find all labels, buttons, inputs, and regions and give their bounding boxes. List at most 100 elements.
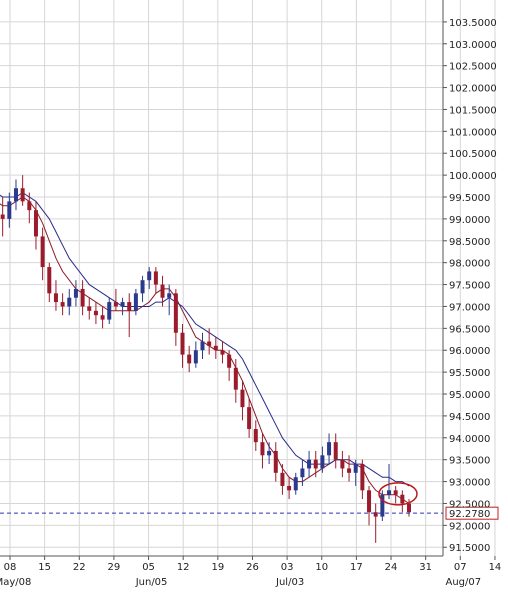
y-tick-label: 95.5000 bbox=[449, 368, 490, 379]
candle bbox=[113, 288, 118, 311]
candle bbox=[320, 446, 325, 473]
y-tick-label: 92.5000 bbox=[449, 499, 490, 510]
candle bbox=[287, 477, 292, 500]
candle-body bbox=[313, 459, 318, 469]
x-tick-label: 29 bbox=[108, 562, 121, 573]
y-tick-label: 94.0000 bbox=[449, 434, 490, 445]
y-tick-label: 101.5000 bbox=[449, 105, 497, 116]
y-tick-label: 101.0000 bbox=[449, 127, 497, 138]
candle-body bbox=[233, 367, 238, 390]
axes: 103.5000 103.0000 102.5000 102.0000 101.5000… bbox=[0, 0, 501, 588]
candle-body bbox=[280, 472, 285, 486]
candle-body bbox=[267, 450, 272, 456]
candle-body bbox=[360, 464, 365, 491]
candle bbox=[220, 341, 225, 364]
candle bbox=[187, 345, 192, 373]
y-tick-label: 96.5000 bbox=[449, 324, 490, 335]
candle-body bbox=[353, 464, 358, 473]
candle bbox=[147, 267, 152, 289]
candle-body bbox=[387, 490, 392, 495]
candle-body bbox=[333, 442, 338, 460]
candle-body bbox=[93, 310, 98, 316]
candle-body bbox=[340, 459, 345, 469]
moving-average-line bbox=[0, 192, 410, 487]
candle-body bbox=[153, 271, 158, 285]
candle bbox=[47, 262, 52, 303]
x-month-label: Jun/05 bbox=[135, 577, 168, 588]
y-tick-label: 95.0000 bbox=[449, 390, 490, 401]
candle bbox=[233, 358, 238, 403]
candle bbox=[393, 485, 398, 504]
candle-body bbox=[273, 450, 278, 473]
candle-body bbox=[113, 302, 118, 307]
current-price-label: 92.2780 bbox=[449, 509, 490, 520]
candle bbox=[380, 490, 385, 521]
y-tick-label: 100.0000 bbox=[449, 171, 497, 182]
candle bbox=[373, 503, 378, 543]
y-tick-label: 93.0000 bbox=[449, 478, 490, 489]
candle bbox=[347, 455, 352, 482]
candle-body bbox=[73, 288, 78, 298]
y-tick-label: 103.0000 bbox=[449, 40, 497, 51]
candle bbox=[300, 459, 305, 486]
candle bbox=[160, 275, 165, 307]
candle bbox=[313, 450, 318, 478]
candle-body bbox=[160, 284, 165, 298]
candle bbox=[120, 297, 125, 316]
candle bbox=[293, 472, 298, 495]
candle bbox=[260, 433, 265, 469]
candle bbox=[267, 442, 272, 465]
candle bbox=[73, 280, 78, 307]
candle bbox=[93, 302, 98, 324]
candle-body bbox=[187, 354, 192, 364]
candle bbox=[200, 332, 205, 359]
candle bbox=[13, 179, 18, 211]
candle-body bbox=[247, 407, 252, 430]
y-tick-label: 91.5000 bbox=[449, 543, 490, 554]
candle-body bbox=[240, 389, 245, 408]
candle bbox=[180, 323, 185, 368]
y-tick-label: 97.5000 bbox=[449, 281, 490, 292]
candle-body bbox=[373, 512, 378, 517]
candle bbox=[7, 192, 12, 228]
y-tick-label: 96.0000 bbox=[449, 346, 490, 357]
candle-body bbox=[107, 302, 112, 320]
candle bbox=[307, 450, 312, 478]
candle-body bbox=[347, 468, 352, 473]
candle-body bbox=[393, 490, 398, 495]
candle bbox=[207, 328, 212, 355]
candle bbox=[387, 464, 392, 500]
candle bbox=[127, 293, 132, 338]
candle bbox=[40, 227, 45, 281]
candle-body bbox=[20, 188, 25, 202]
candle bbox=[53, 280, 58, 311]
candle-body bbox=[400, 494, 405, 504]
y-tick-label: 93.5000 bbox=[449, 456, 490, 467]
highlight-circle bbox=[378, 482, 418, 506]
candle bbox=[67, 288, 72, 316]
candle-body bbox=[140, 280, 145, 294]
candle bbox=[27, 192, 32, 224]
candle bbox=[333, 433, 338, 469]
y-tick-label: 94.5000 bbox=[449, 412, 490, 423]
candle-body bbox=[40, 236, 45, 268]
candle-body bbox=[287, 485, 292, 491]
x-month-label: Aug/07 bbox=[445, 577, 481, 588]
candle bbox=[33, 201, 38, 250]
candle-body bbox=[53, 293, 58, 303]
candle bbox=[20, 175, 25, 206]
candle-body bbox=[220, 350, 225, 355]
x-month-label: Jul/03 bbox=[275, 577, 304, 588]
candle bbox=[87, 297, 92, 320]
candle-body bbox=[0, 214, 5, 219]
candle bbox=[273, 442, 278, 482]
candle-body bbox=[33, 210, 38, 237]
candle-body bbox=[200, 341, 205, 351]
x-tick-label: 07 bbox=[454, 562, 467, 573]
x-tick-label: 26 bbox=[246, 562, 259, 573]
candle-body bbox=[207, 341, 212, 346]
x-tick-label: 22 bbox=[73, 562, 86, 573]
candle bbox=[140, 275, 145, 303]
